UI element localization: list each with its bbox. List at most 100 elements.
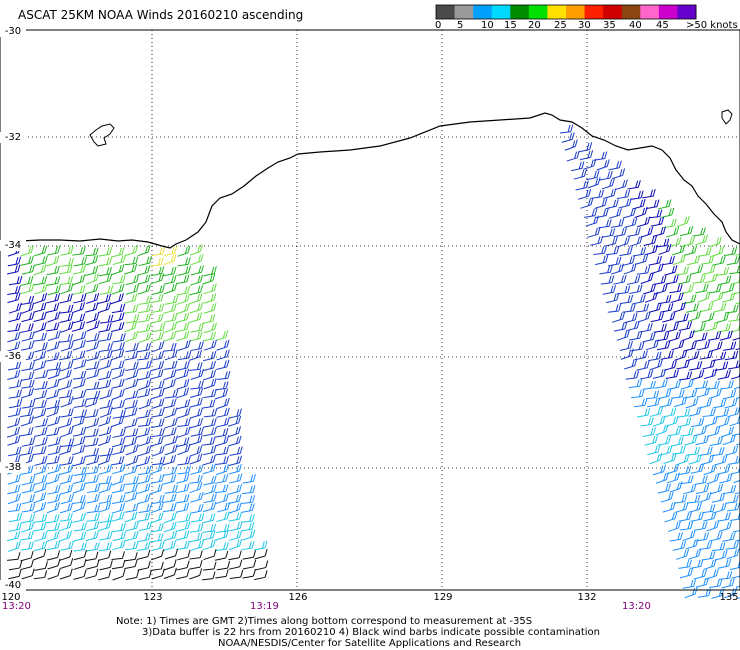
map-title: ASCAT 25KM NOAA Winds 20160210 ascending [18,8,304,22]
wind-barb [214,428,229,438]
wind-barb [667,380,681,390]
wind-barb [733,479,740,484]
wind-barb [111,349,125,361]
wind-barb [216,560,231,571]
wind-barb [664,265,678,276]
wind-barb [215,493,229,505]
wind-barb [72,444,86,456]
wind-barb [177,549,191,561]
wind-barb [164,548,179,560]
wind-barb [177,513,192,523]
wind-barb [650,263,664,275]
wind-barb [202,523,217,533]
wind-barb [124,399,138,410]
wind-barb [229,538,243,551]
wind-barb [151,473,165,484]
wind-barb [618,198,632,209]
wind-barb [164,321,178,333]
wind-barb [7,264,21,275]
wind-barb [112,539,126,551]
wind-barb [202,436,216,446]
legend-swatch [621,5,641,19]
wind-barb [137,283,152,295]
wind-barb [733,386,740,390]
wind-barb [717,323,731,333]
wind-barb [694,332,708,342]
wind-barb [60,558,74,569]
wind-barb [59,464,74,475]
wind-barb [652,415,666,427]
wind-barb [189,434,203,446]
wind-barb [73,293,87,304]
wind-barb [85,417,100,429]
wind-barb [674,349,688,361]
wind-barb [643,235,657,246]
wind-barb [8,522,22,532]
wind-barb [72,473,87,485]
wind-barb [33,332,47,342]
wind-barb [652,368,667,379]
wind-barb [579,150,594,161]
wind-barb [99,399,113,410]
wind-barb [727,455,740,465]
wind-barb [46,276,61,286]
wind-barb [8,389,22,399]
wind-barb [216,371,231,380]
wind-barb [85,408,99,418]
wind-barb [735,396,740,400]
wind-barb [112,444,126,456]
wind-barb [47,368,61,380]
wind-barb [684,434,698,446]
legend-tick-label: 15 [504,20,517,31]
wind-barb [111,378,125,389]
wind-barb [163,511,177,524]
wind-barb [34,426,48,437]
wind-barb [59,379,73,391]
wind-barb [72,378,86,389]
wind-barb [150,257,164,267]
wind-barb [137,532,151,543]
wind-barb [46,455,60,465]
wind-barb [661,207,675,219]
wind-barb [176,360,190,371]
wind-barb [71,321,86,332]
wind-barb [718,521,733,532]
wind-barb [629,235,643,247]
wind-barb [726,502,740,512]
wind-barb [177,350,192,361]
wind-barb [151,388,165,400]
wind-barb [99,530,113,541]
wind-barb [175,387,190,399]
wind-barb [150,463,164,475]
wind-barb [176,399,191,410]
time-label: 13:20 [622,601,651,612]
wind-barb [692,274,706,284]
legend-swatch [658,5,678,19]
wind-barb [99,560,113,571]
wind-barb [86,454,100,466]
legend-tick-label: 30 [578,20,591,31]
wind-barb [696,340,711,351]
wind-barb [661,255,675,266]
wind-barb [693,569,708,580]
wind-barb [669,283,683,294]
wind-barb [626,274,641,285]
wind-barb [599,265,613,275]
wind-barb [688,310,702,322]
wind-barb [124,483,138,494]
wind-barb [111,368,125,380]
wind-barb [46,265,60,276]
wind-barb [86,292,100,304]
wind-barb [642,332,656,343]
wind-barb [721,578,735,589]
wind-barb [686,494,701,504]
wind-barb [659,397,673,408]
wind-barb [73,549,87,561]
wind-barb [718,571,733,580]
wind-barb [708,578,723,588]
wind-barb [86,320,100,332]
wind-barb [669,481,683,493]
wind-barb [176,483,190,494]
wind-barb [85,447,99,457]
wind-barb [97,501,112,513]
